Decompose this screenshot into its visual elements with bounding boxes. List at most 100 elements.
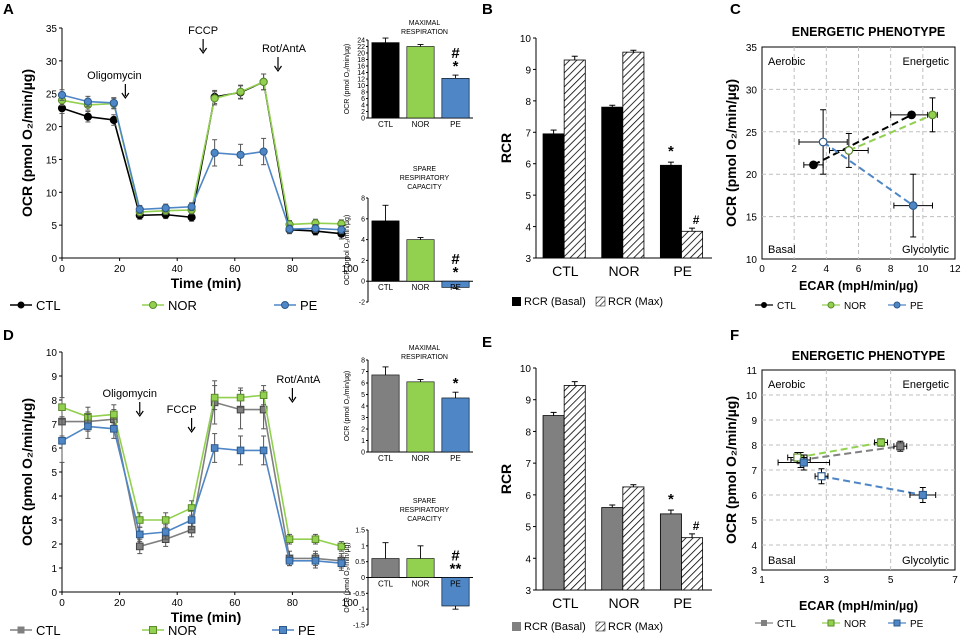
y-tick-label: 8 (361, 358, 365, 365)
y-tick-label: 6 (525, 491, 531, 502)
legend-label-ctl: CTL (36, 298, 61, 313)
x-tick-label: 2 (791, 264, 797, 275)
point-pe (187, 202, 196, 211)
panel-labels: A B C D E F (3, 1, 741, 351)
point-pe (285, 557, 294, 565)
point-nor (285, 535, 294, 544)
bar-nor (406, 558, 435, 578)
series-line-pe (61, 425, 342, 564)
y-tick-label: 10 (46, 348, 58, 359)
annotation-oligomycin: Oligomycin (87, 70, 141, 82)
y-tick-label: 2 (361, 427, 365, 434)
significance-mark: * (668, 491, 674, 508)
chart-title-line: CAPACITY (407, 516, 442, 523)
category-label-ctl: CTL (378, 580, 394, 589)
category-label-ctl: CTL (378, 120, 394, 129)
point-nor (337, 542, 346, 551)
y-tick-label: 4 (361, 404, 365, 411)
point-pe (259, 446, 268, 455)
point-nor (259, 391, 268, 399)
legend-label-e-basal: RCR (Basal) (524, 621, 586, 633)
point-pe (311, 557, 320, 565)
y-axis-label: OCR (pmol O₂/min/µg) (19, 398, 35, 546)
bar-ctl (371, 558, 400, 578)
bar-ctl (371, 374, 400, 453)
category-label-nor: NOR (412, 580, 430, 589)
point-nor (161, 516, 170, 524)
x-tick-label: 3 (824, 575, 830, 586)
legend-marker-d-nor (149, 626, 157, 634)
legend-marker-f-pe (893, 619, 901, 627)
x-tick-label: 1 (759, 575, 765, 586)
y-tick-label: 0 (361, 450, 365, 457)
y-axis-label: RCR (498, 464, 514, 494)
panel-label-b: B (482, 1, 493, 18)
category-label-pe: PE (450, 580, 461, 589)
chart-a-ocr-timecourse: 0 5 10 15 20 25 30 35 0 20 40 60 80 100 Time (min) OCR … (19, 24, 359, 291)
significance-mark: ** (450, 561, 462, 578)
annotation-rot-anta: Rot/AntA (262, 43, 307, 55)
y-tick-label: 0 (361, 575, 365, 582)
legend-label-d-nor: NOR (168, 623, 197, 638)
point-pe (210, 148, 219, 157)
y-tick-label: 7 (525, 459, 531, 470)
legend-label-f-ctl: CTL (777, 619, 796, 630)
bar-ctl (371, 220, 400, 282)
point-pe (259, 147, 268, 156)
quadrant-aerobic: Aerobic (768, 379, 806, 391)
point-ctl (907, 110, 916, 120)
legend-label-f-pe: PE (910, 619, 924, 630)
legend-label-d-ctl: CTL (36, 623, 61, 638)
x-tick-label: 12 (949, 264, 961, 275)
series-line-nor (61, 80, 342, 226)
y-tick-label: -0.5 (353, 591, 365, 598)
legend-label-d-pe: PE (298, 623, 316, 638)
y-tick-label: 8 (361, 196, 365, 203)
y-tick-label: 1 (51, 564, 57, 575)
series-line-nor (61, 394, 342, 548)
y-tick-label: 5 (51, 221, 57, 232)
legend-marker-c-ctl (761, 302, 767, 308)
significance-mark: # (451, 251, 460, 268)
y-tick-label: 20 (746, 170, 758, 181)
quadrant-glycolytic: Glycolytic (902, 244, 950, 256)
category-label-nor: NOR (412, 283, 430, 292)
y-axis-label: OCR (pmol O₂/min/µg) (344, 371, 351, 442)
annotation-fccp: FCCP (167, 404, 197, 416)
y-tick-label: 11 (747, 366, 758, 377)
y-tick-label: 20 (46, 123, 58, 134)
legend-d: CTL NOR PE (10, 623, 316, 638)
y-tick-label: 30 (46, 57, 58, 68)
bar-rcr-max-pe (681, 230, 704, 259)
legend-marker-c-nor (827, 301, 835, 309)
annotation-arrowhead (199, 47, 208, 55)
y-tick-label: 0 (51, 254, 57, 265)
point-pe (337, 225, 346, 234)
point-nor (844, 146, 854, 155)
bar-pe (441, 78, 470, 119)
x-tick-label: 40 (172, 598, 184, 609)
y-tick-label: 1 (361, 543, 365, 550)
point-pe (817, 472, 826, 481)
category-label-pe: PE (450, 454, 461, 463)
bar-rcr-max-ctl (563, 385, 586, 591)
category-label-pe: PE (450, 283, 461, 292)
y-tick-label: 5 (361, 392, 365, 399)
bar-nor (406, 381, 435, 453)
legend-swatch-max (595, 296, 606, 307)
point-ctl (896, 442, 905, 451)
category-label-pe: PE (450, 120, 461, 129)
bar-rcr-basal-ctl (542, 133, 565, 259)
x-tick-label: 60 (229, 264, 241, 275)
point-pe (58, 437, 66, 445)
y-tick-label: 35 (746, 43, 758, 54)
point-pe (337, 559, 346, 568)
y-tick-label: 10 (520, 34, 532, 45)
y-tick-label: 25 (46, 90, 58, 101)
y-tick-label: 35 (46, 24, 58, 35)
chart-title-line: RESPIRATORY (400, 175, 450, 182)
bar-rcr-basal-ctl (542, 415, 565, 591)
point-pe (161, 203, 170, 213)
quadrant-basal: Basal (768, 555, 796, 567)
